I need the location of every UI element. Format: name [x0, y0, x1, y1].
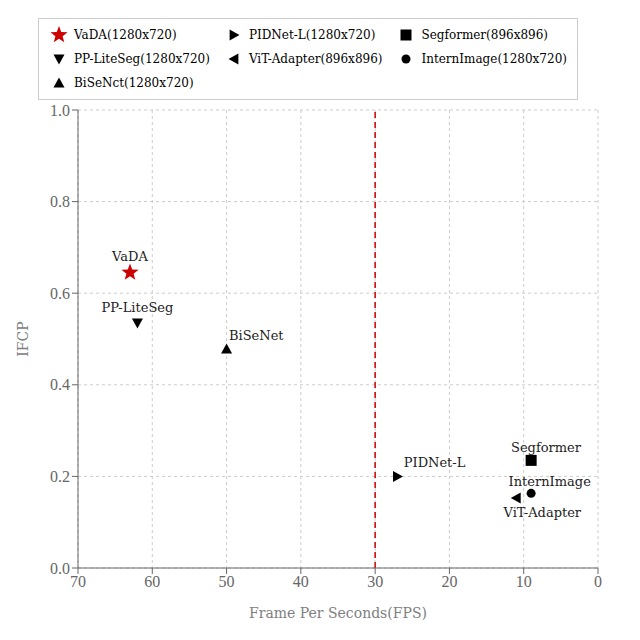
html-text:Segformer(896x896): Segformer(896x896) — [421, 28, 548, 42]
svg-text:0.4: 0.4 — [50, 376, 70, 393]
svg-text:1.0: 1.0 — [50, 102, 70, 119]
svg-text:VaDA: VaDA — [111, 249, 148, 264]
svg-text:Segformer: Segformer — [511, 440, 582, 455]
svg-text:0.6: 0.6 — [50, 285, 70, 302]
svg-text:Frame Per Seconds(FPS): Frame Per Seconds(FPS) — [249, 605, 427, 621]
svg-text:BiSeNet: BiSeNet — [229, 328, 284, 343]
html-text:ViT-Adapter(896x896): ViT-Adapter(896x896) — [248, 52, 383, 66]
svg-text:50: 50 — [219, 573, 235, 590]
svg-text:30: 30 — [367, 573, 383, 590]
svg-text:PIDNet-L: PIDNet-L — [404, 455, 466, 470]
svg-text:ViT-Adapter: ViT-Adapter — [502, 505, 581, 520]
svg-text:0.2: 0.2 — [50, 468, 70, 485]
svg-text:60: 60 — [144, 573, 160, 590]
html-text:PP-LiteSeg(1280x720): PP-LiteSeg(1280x720) — [74, 52, 210, 66]
html-text:InternImage(1280x720): InternImage(1280x720) — [421, 52, 567, 66]
svg-text:40: 40 — [293, 573, 309, 590]
svg-text:0: 0 — [594, 573, 602, 590]
html-text:PIDNet-L(1280x720): PIDNet-L(1280x720) — [248, 28, 376, 42]
svg-text:20: 20 — [441, 573, 457, 590]
svg-text:PP-LiteSeg: PP-LiteSeg — [102, 300, 174, 315]
svg-text:70: 70 — [70, 573, 86, 590]
svg-text:0.8: 0.8 — [50, 193, 70, 210]
html-text:VaDA(1280x720): VaDA(1280x720) — [74, 28, 177, 42]
svg-text:10: 10 — [516, 573, 532, 590]
html-text:BiSeNct(1280x720): BiSeNct(1280x720) — [74, 76, 194, 90]
svg-text:0.0: 0.0 — [50, 560, 70, 577]
svg-text:InternImage: InternImage — [509, 474, 592, 489]
svg-text:IFCP: IFCP — [15, 321, 31, 356]
